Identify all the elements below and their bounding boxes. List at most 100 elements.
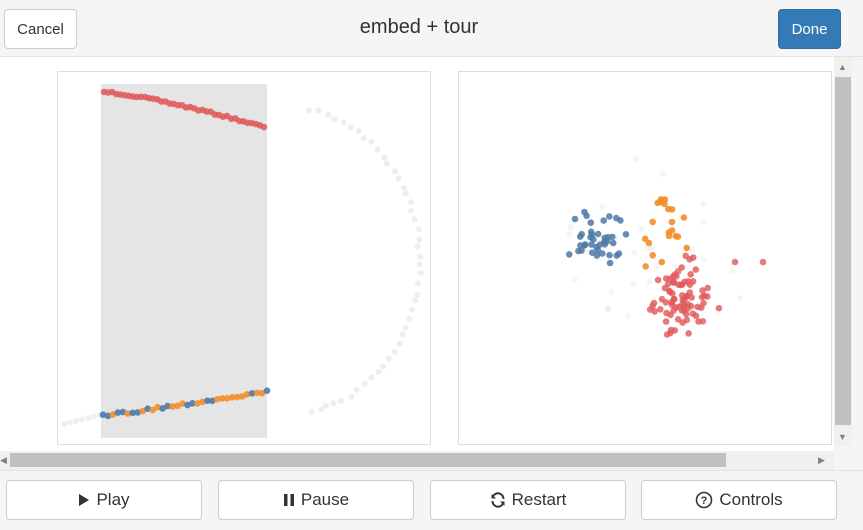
vertical-scrollbar-thumb[interactable] bbox=[835, 77, 851, 425]
data-point-orange bbox=[680, 214, 688, 221]
play-icon bbox=[78, 493, 90, 507]
done-button[interactable]: Done bbox=[778, 9, 841, 49]
background-point bbox=[73, 418, 79, 424]
background-point bbox=[646, 278, 653, 285]
data-point-blue bbox=[606, 251, 613, 259]
data-point-blue bbox=[114, 409, 122, 416]
background-point bbox=[361, 380, 368, 387]
scroll-down-arrow-icon[interactable]: ▼ bbox=[838, 432, 847, 442]
background-point bbox=[412, 297, 419, 304]
background-point bbox=[396, 340, 403, 347]
data-point-orange bbox=[649, 252, 656, 259]
data-point-blue bbox=[204, 397, 211, 405]
background-point bbox=[331, 116, 338, 123]
background-point bbox=[630, 280, 637, 287]
cancel-button[interactable]: Cancel bbox=[4, 9, 77, 49]
background-point bbox=[700, 200, 707, 207]
data-point-blue bbox=[587, 228, 595, 236]
data-point-orange bbox=[194, 400, 201, 407]
background-point bbox=[318, 406, 325, 413]
background-point bbox=[383, 160, 390, 167]
play-label: Play bbox=[96, 490, 130, 509]
tour-plot[interactable] bbox=[458, 71, 832, 445]
data-point-orange bbox=[243, 391, 251, 398]
data-point-blue bbox=[601, 241, 609, 248]
background-point bbox=[381, 154, 388, 161]
background-point bbox=[583, 249, 590, 255]
background-point bbox=[399, 331, 406, 338]
background-point bbox=[408, 199, 414, 206]
background-point bbox=[306, 107, 312, 114]
background-point bbox=[411, 216, 418, 223]
scroll-right-arrow-icon[interactable]: ▶ bbox=[818, 455, 825, 465]
data-point-blue bbox=[587, 219, 595, 226]
data-point-blue bbox=[589, 249, 596, 256]
data-point-blue bbox=[587, 233, 594, 241]
data-point-red bbox=[692, 312, 700, 320]
data-point-red bbox=[689, 278, 697, 285]
data-point-orange bbox=[223, 395, 231, 402]
data-point-red bbox=[663, 331, 671, 338]
data-point-orange bbox=[174, 402, 181, 410]
data-point-red bbox=[700, 299, 707, 307]
restart-button[interactable]: Restart bbox=[430, 480, 626, 520]
data-point-red bbox=[654, 276, 662, 284]
play-button[interactable]: Play bbox=[6, 480, 202, 520]
data-point-orange bbox=[649, 218, 656, 226]
data-point-orange bbox=[179, 400, 186, 407]
background-point bbox=[648, 245, 655, 251]
background-point bbox=[414, 291, 421, 298]
background-point bbox=[737, 295, 744, 302]
data-point-blue bbox=[184, 401, 191, 409]
data-point-blue bbox=[99, 411, 107, 419]
data-point-blue bbox=[565, 251, 573, 258]
background-point bbox=[568, 224, 574, 231]
background-point bbox=[416, 261, 423, 268]
background-point bbox=[79, 416, 85, 423]
data-point-orange bbox=[214, 395, 221, 403]
data-point-blue bbox=[622, 231, 630, 238]
data-point-blue bbox=[578, 247, 585, 254]
data-point-blue bbox=[164, 402, 171, 410]
scroll-left-arrow-icon[interactable]: ◀ bbox=[0, 455, 7, 465]
data-point-red bbox=[667, 275, 674, 283]
background-point bbox=[624, 313, 631, 320]
background-point bbox=[571, 276, 578, 283]
background-point bbox=[67, 419, 73, 426]
data-point-orange bbox=[139, 407, 147, 415]
background-point bbox=[392, 168, 399, 175]
data-point-blue bbox=[159, 405, 166, 412]
data-point-red bbox=[699, 318, 707, 325]
data-point-red bbox=[683, 292, 690, 300]
data-point-blue bbox=[594, 230, 602, 238]
background-point bbox=[85, 415, 91, 421]
data-point-orange bbox=[228, 394, 236, 401]
data-point-red bbox=[699, 287, 706, 294]
background-point bbox=[700, 256, 707, 263]
embedding-plot-canvas[interactable] bbox=[58, 72, 430, 444]
background-point bbox=[355, 128, 362, 134]
data-point-red bbox=[664, 280, 672, 288]
scroll-up-arrow-icon[interactable]: ▲ bbox=[838, 62, 847, 72]
data-point-red bbox=[685, 330, 692, 337]
data-point-red bbox=[687, 271, 694, 278]
data-point-red bbox=[687, 302, 695, 310]
data-point-orange bbox=[683, 244, 690, 252]
data-point-blue bbox=[606, 259, 614, 267]
restart-label: Restart bbox=[511, 490, 567, 509]
embedding-plot[interactable] bbox=[57, 71, 431, 445]
data-point-red bbox=[666, 287, 673, 295]
data-point-red bbox=[650, 299, 658, 307]
background-point bbox=[368, 374, 375, 381]
controls-button[interactable]: ? Controls bbox=[641, 480, 837, 520]
background-point bbox=[414, 280, 421, 287]
data-point-blue bbox=[583, 212, 590, 220]
background-point bbox=[689, 246, 696, 253]
horizontal-scrollbar-thumb[interactable] bbox=[10, 453, 726, 467]
background-point bbox=[415, 226, 422, 233]
pause-icon bbox=[283, 493, 295, 507]
brush-selection[interactable] bbox=[101, 84, 267, 438]
pause-button[interactable]: Pause bbox=[218, 480, 414, 520]
tour-plot-canvas[interactable] bbox=[459, 72, 831, 444]
background-point bbox=[338, 397, 345, 404]
